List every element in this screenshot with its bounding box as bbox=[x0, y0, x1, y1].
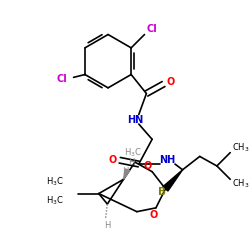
Text: HN: HN bbox=[127, 115, 143, 125]
Text: O: O bbox=[109, 155, 117, 165]
Text: H: H bbox=[128, 158, 134, 167]
Text: O: O bbox=[143, 161, 152, 171]
Text: NH: NH bbox=[159, 155, 176, 165]
Text: CH$_3$: CH$_3$ bbox=[232, 178, 250, 190]
Text: H: H bbox=[122, 167, 129, 176]
Text: CH$_3$: CH$_3$ bbox=[232, 142, 250, 154]
Polygon shape bbox=[124, 169, 130, 179]
Text: B: B bbox=[158, 187, 166, 197]
Text: O: O bbox=[166, 77, 174, 87]
Text: O: O bbox=[150, 210, 158, 220]
Text: Cl: Cl bbox=[57, 74, 68, 84]
Polygon shape bbox=[163, 170, 182, 191]
Text: H: H bbox=[104, 220, 110, 230]
Text: Cl: Cl bbox=[147, 24, 158, 34]
Text: H$_3$C: H$_3$C bbox=[124, 146, 142, 159]
Text: H$_3$C: H$_3$C bbox=[46, 176, 64, 188]
Text: H$_3$C: H$_3$C bbox=[46, 195, 64, 207]
